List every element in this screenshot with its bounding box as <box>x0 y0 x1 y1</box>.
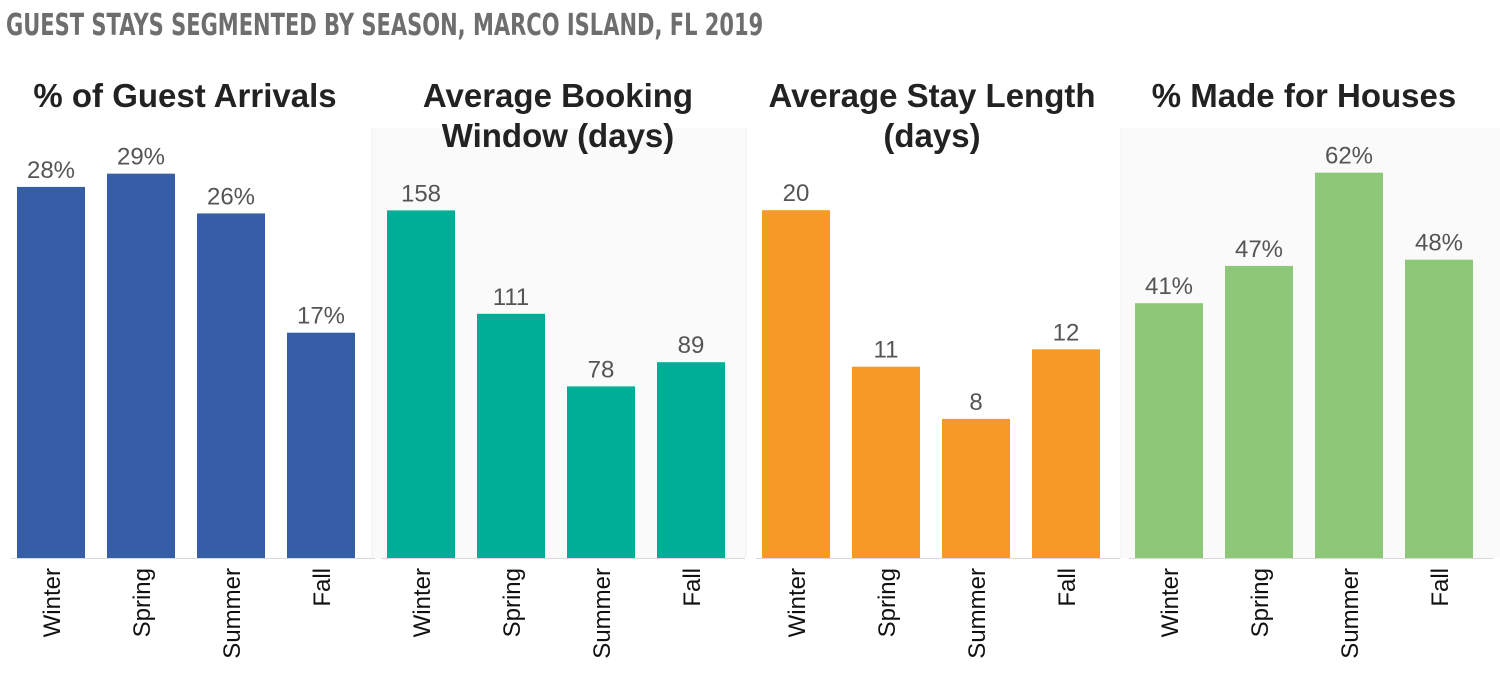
bar-fall <box>287 332 355 558</box>
category-label: Winter <box>409 568 436 637</box>
data-label: 17% <box>297 303 345 330</box>
chart-title: % Made for Houses <box>1152 77 1456 114</box>
bar-summer <box>1315 172 1383 558</box>
data-label: 78 <box>588 356 615 383</box>
category-label: Summer <box>964 568 991 659</box>
bar-summer <box>567 386 635 558</box>
bar-winter <box>387 210 455 558</box>
bar-fall <box>1032 349 1100 558</box>
chart-title: % of Guest Arrivals <box>33 77 336 114</box>
category-label: Spring <box>874 568 901 637</box>
data-label: 111 <box>493 284 529 311</box>
chart-title: Average Booking <box>423 77 693 114</box>
data-label: 20 <box>783 180 810 207</box>
data-label: 11 <box>874 337 899 364</box>
category-label: Winter <box>39 568 66 637</box>
data-label: 158 <box>401 180 441 207</box>
data-label: 48% <box>1415 230 1463 257</box>
bar-summer <box>197 213 265 558</box>
bar-spring <box>852 366 920 558</box>
chart-panel-3: Average Stay Length(days) 20 Winter 11 Sprin… <box>756 77 1120 659</box>
category-label: Spring <box>1247 568 1274 637</box>
category-label: Spring <box>499 568 526 637</box>
category-label: Summer <box>1337 568 1364 659</box>
data-label: 41% <box>1145 273 1193 300</box>
data-label: 26% <box>207 183 255 210</box>
main-title: GUEST STAYS SEGMENTED BY SEASON, MARCO I… <box>6 8 764 43</box>
data-label: 89 <box>678 332 705 359</box>
chart-title: (days) <box>883 117 980 154</box>
category-label: Summer <box>219 568 246 659</box>
data-label: 8 <box>969 389 982 416</box>
data-label: 28% <box>27 157 75 184</box>
data-label: 12 <box>1053 319 1080 346</box>
chart-panel-4: % Made for Houses 41% Winter 47% Spring 62% Su… <box>1129 77 1493 659</box>
data-label: 62% <box>1325 143 1373 170</box>
chart-panel-1: % of Guest Arrivals 28% Winter 29% Spring 26%… <box>11 77 375 659</box>
category-label: Fall <box>1054 568 1081 607</box>
bar-winter <box>762 210 830 558</box>
bar-summer <box>942 418 1010 558</box>
category-label: Fall <box>1427 568 1454 607</box>
bar-spring <box>1225 265 1293 558</box>
bar-winter <box>1135 303 1203 558</box>
category-label: Winter <box>1157 568 1184 637</box>
data-label: 29% <box>117 144 165 171</box>
category-label: Fall <box>309 568 336 607</box>
category-label: Spring <box>129 568 156 637</box>
chart-title: Average Stay Length <box>768 77 1095 114</box>
bar-winter <box>17 186 85 559</box>
bar-spring <box>477 313 545 558</box>
category-label: Summer <box>589 568 616 659</box>
bar-fall <box>657 362 725 558</box>
category-label: Fall <box>679 568 706 607</box>
data-label: 47% <box>1235 236 1283 263</box>
bar-fall <box>1405 259 1473 558</box>
bar-spring <box>107 173 175 558</box>
chart-title: Window (days) <box>442 117 675 154</box>
category-label: Winter <box>784 568 811 637</box>
